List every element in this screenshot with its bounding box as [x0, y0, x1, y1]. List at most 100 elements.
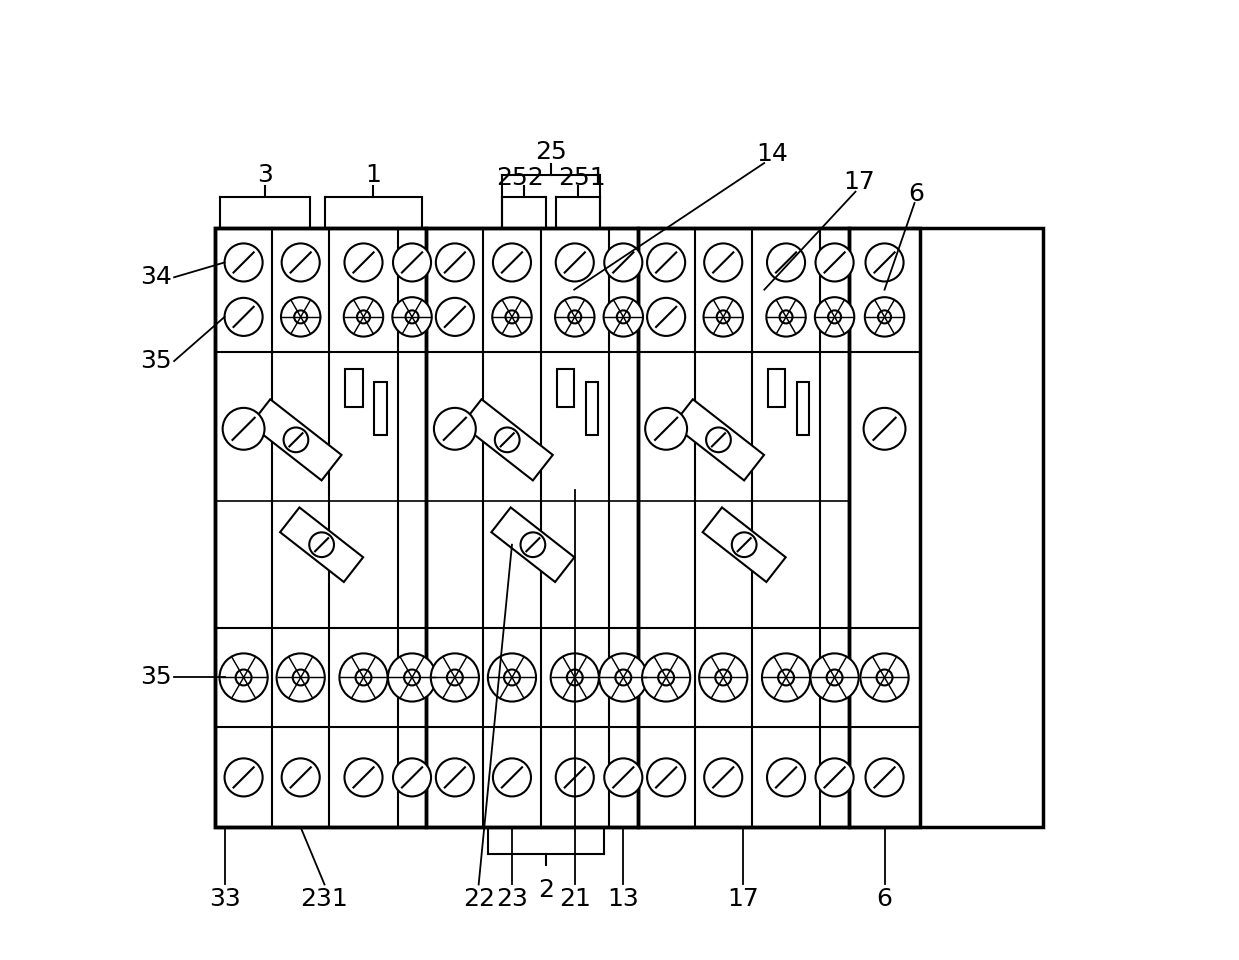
Bar	[849, 228, 921, 828]
Circle shape	[493, 758, 532, 797]
Circle shape	[492, 298, 532, 337]
Circle shape	[865, 298, 904, 337]
Text: 17: 17	[727, 887, 760, 911]
Text: 1: 1	[366, 163, 382, 187]
Bar	[374, 382, 387, 435]
Bar	[797, 382, 809, 435]
Circle shape	[556, 758, 593, 797]
Circle shape	[815, 244, 854, 281]
Circle shape	[276, 654, 325, 702]
Text: 14: 14	[756, 141, 788, 165]
Bar	[586, 382, 598, 435]
Circle shape	[647, 758, 685, 797]
Circle shape	[556, 244, 593, 281]
Circle shape	[405, 310, 419, 324]
Circle shape	[767, 298, 805, 337]
Text: 33: 33	[208, 887, 240, 911]
Circle shape	[224, 758, 263, 797]
Text: 6: 6	[908, 181, 924, 205]
Circle shape	[866, 244, 903, 281]
Circle shape	[566, 669, 582, 685]
Circle shape	[224, 298, 263, 336]
Text: 21: 21	[559, 887, 591, 911]
Text: 35: 35	[140, 349, 172, 373]
Polygon shape	[492, 508, 575, 582]
Circle shape	[388, 654, 436, 702]
Polygon shape	[703, 508, 786, 582]
Circle shape	[219, 654, 268, 702]
Circle shape	[344, 758, 383, 797]
Circle shape	[699, 654, 747, 702]
Text: 6: 6	[876, 887, 892, 911]
Circle shape	[600, 654, 648, 702]
Circle shape	[617, 310, 629, 324]
Circle shape	[716, 310, 730, 324]
Text: 34: 34	[140, 265, 172, 289]
Circle shape	[864, 408, 906, 449]
Circle shape	[434, 408, 476, 449]
Circle shape	[605, 758, 642, 797]
Circle shape	[732, 533, 757, 557]
Circle shape	[224, 244, 263, 281]
Circle shape	[339, 654, 388, 702]
Text: 251: 251	[559, 166, 606, 190]
Circle shape	[235, 669, 252, 685]
Circle shape	[281, 298, 321, 337]
Circle shape	[393, 758, 431, 797]
Text: 23: 23	[496, 887, 528, 911]
Circle shape	[706, 427, 731, 452]
Circle shape	[876, 669, 892, 685]
Circle shape	[436, 298, 473, 336]
Text: 231: 231	[301, 887, 348, 911]
Circle shape	[616, 669, 631, 685]
Text: 3: 3	[256, 163, 273, 187]
Polygon shape	[673, 399, 764, 480]
Circle shape	[310, 533, 335, 557]
Circle shape	[344, 244, 383, 281]
Circle shape	[778, 669, 794, 685]
Circle shape	[393, 298, 431, 337]
Circle shape	[767, 758, 805, 797]
Text: 35: 35	[140, 665, 172, 689]
Circle shape	[447, 669, 463, 685]
Circle shape	[815, 758, 854, 797]
Circle shape	[504, 669, 520, 685]
Circle shape	[436, 758, 473, 797]
Circle shape	[866, 758, 903, 797]
Bar	[216, 228, 1043, 828]
Circle shape	[506, 310, 518, 324]
Circle shape	[343, 298, 383, 337]
Circle shape	[294, 310, 307, 324]
Bar	[638, 228, 849, 828]
Circle shape	[715, 669, 731, 685]
Polygon shape	[250, 399, 342, 480]
Circle shape	[704, 298, 743, 337]
Text: 25: 25	[535, 139, 566, 163]
Circle shape	[810, 654, 859, 702]
Bar	[216, 228, 426, 828]
Circle shape	[815, 298, 854, 337]
Circle shape	[550, 654, 598, 702]
Circle shape	[520, 533, 545, 557]
Circle shape	[704, 758, 742, 797]
Circle shape	[603, 298, 643, 337]
Circle shape	[860, 654, 908, 702]
Bar	[346, 369, 363, 407]
Bar	[768, 369, 786, 407]
Circle shape	[555, 298, 595, 337]
Circle shape	[393, 244, 431, 281]
Text: 17: 17	[844, 170, 875, 194]
Circle shape	[642, 654, 690, 702]
Circle shape	[762, 654, 810, 702]
Polygon shape	[280, 508, 363, 582]
Circle shape	[646, 408, 688, 449]
Circle shape	[826, 669, 843, 685]
Bar	[556, 369, 574, 407]
Circle shape	[431, 654, 479, 702]
Circle shape	[357, 310, 370, 324]
Circle shape	[436, 244, 473, 281]
Text: 2: 2	[538, 878, 554, 902]
Circle shape	[647, 298, 685, 336]
Circle shape	[281, 758, 320, 797]
Circle shape	[404, 669, 420, 685]
